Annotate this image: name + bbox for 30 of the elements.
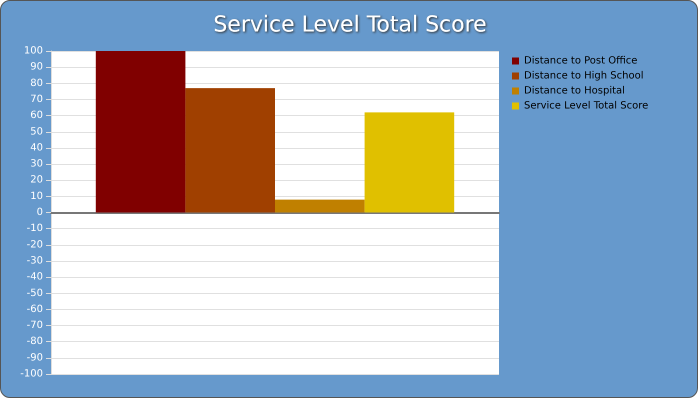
y-tick-label: -80	[26, 336, 43, 348]
legend-label: Distance to High School	[524, 70, 644, 82]
y-tick-label: -70	[26, 320, 43, 332]
y-tick-label: -90	[26, 352, 43, 364]
y-tick-label: 90	[30, 62, 43, 73]
bar	[364, 112, 454, 212]
y-tick-label: 50	[30, 126, 43, 138]
chart-title: Service Level Total Score	[213, 12, 487, 38]
y-tick-label: 80	[30, 78, 43, 89]
y-tick-label: 70	[30, 94, 43, 105]
bar	[275, 200, 365, 212]
y-tick-label: -40	[26, 272, 43, 283]
y-tick-label: 60	[30, 110, 43, 122]
y-tick-label: 0	[36, 207, 43, 218]
y-tick-label: -20	[26, 239, 43, 250]
bar	[96, 51, 186, 212]
y-tick-label: 20	[30, 174, 43, 186]
y-tick-label: 40	[30, 142, 43, 154]
y-tick-label: -100	[20, 368, 43, 380]
y-tick-label: -60	[26, 304, 43, 315]
y-tick-label: 100	[24, 46, 43, 56]
y-tick-label: 30	[30, 158, 43, 170]
y-tick-label: -50	[26, 288, 43, 299]
legend-label: Service Level Total Score	[524, 100, 648, 112]
legend-label: Distance to Post Office	[524, 56, 638, 66]
bar	[185, 88, 275, 212]
y-tick-label: 10	[30, 190, 43, 202]
y-tick-label: -10	[26, 223, 43, 234]
legend-label: Distance to Hospital	[524, 86, 625, 96]
y-tick-label: -30	[26, 255, 43, 266]
